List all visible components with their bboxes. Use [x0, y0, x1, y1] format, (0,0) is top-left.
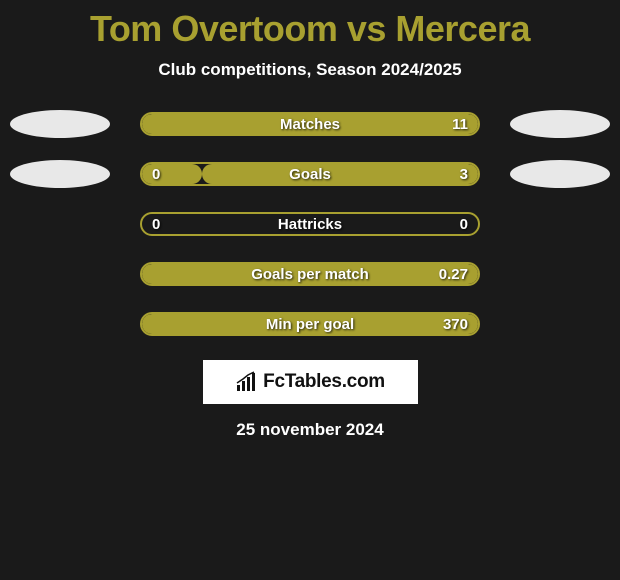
- stat-bar: 0.27 Goals per match: [140, 262, 480, 286]
- page-title: Tom Overtoom vs Mercera: [90, 8, 530, 50]
- stat-value-left: 0: [152, 166, 160, 183]
- player-left-marker: [10, 160, 110, 188]
- stat-bar: 0 0 Hattricks: [140, 212, 480, 236]
- stat-row: 0 0 Hattricks: [0, 210, 620, 238]
- logo-box[interactable]: FcTables.com: [203, 360, 418, 404]
- bar-fill-right: [202, 164, 478, 184]
- stat-rows: 11 Matches 0 3 Goals 0 0 Hattricks 0.27 Goals per…: [0, 110, 620, 338]
- comparison-card: Tom Overtoom vs Mercera Club competition…: [0, 0, 620, 440]
- stat-value-right: 0.27: [439, 266, 468, 283]
- stat-label: Hattricks: [278, 216, 342, 233]
- stat-bar: 11 Matches: [140, 112, 480, 136]
- stat-value-right: 0: [460, 216, 468, 233]
- stat-label: Goals per match: [251, 266, 369, 283]
- stat-row: 370 Min per goal: [0, 310, 620, 338]
- stat-label: Matches: [280, 116, 340, 133]
- subtitle: Club competitions, Season 2024/2025: [158, 60, 461, 80]
- chart-icon: [235, 371, 259, 393]
- player-right-marker: [510, 110, 610, 138]
- stat-label: Min per goal: [266, 316, 354, 333]
- date-label: 25 november 2024: [236, 420, 383, 440]
- stat-bar: 370 Min per goal: [140, 312, 480, 336]
- logo-text: FcTables.com: [263, 371, 385, 393]
- stat-bar: 0 3 Goals: [140, 162, 480, 186]
- stat-value-right: 370: [443, 316, 468, 333]
- stat-row: 0.27 Goals per match: [0, 260, 620, 288]
- stat-row: 0 3 Goals: [0, 160, 620, 188]
- stat-row: 11 Matches: [0, 110, 620, 138]
- stat-value-left: 0: [152, 216, 160, 233]
- stat-value-right: 11: [452, 116, 468, 133]
- stat-label: Goals: [289, 166, 331, 183]
- stat-value-right: 3: [460, 166, 468, 183]
- player-right-marker: [510, 160, 610, 188]
- player-left-marker: [10, 110, 110, 138]
